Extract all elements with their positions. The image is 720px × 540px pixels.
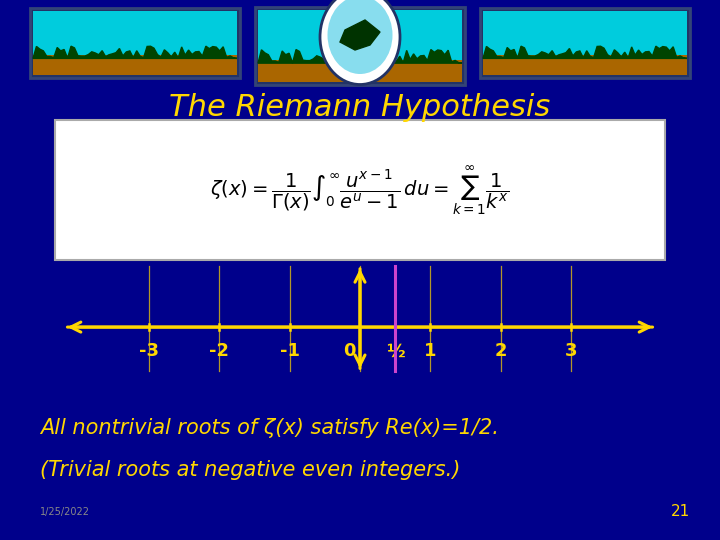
Ellipse shape xyxy=(328,0,392,74)
Text: 2: 2 xyxy=(495,342,507,360)
Text: ½: ½ xyxy=(386,342,405,360)
Bar xyxy=(33,11,237,58)
Polygon shape xyxy=(340,20,380,50)
Bar xyxy=(33,56,237,75)
Text: All nontrivial roots of ζ(x) satisfy Re(x)=1/2.: All nontrivial roots of ζ(x) satisfy Re(… xyxy=(40,418,499,438)
Text: The Riemann Hypothesis: The Riemann Hypothesis xyxy=(169,92,551,122)
Text: (Trivial roots at negative even integers.): (Trivial roots at negative even integers… xyxy=(40,460,460,480)
Text: $\zeta(x) = \dfrac{1}{\Gamma(x)}\int_{0}^{\infty}\dfrac{u^{x-1}}{e^{u}-1}\,du = : $\zeta(x) = \dfrac{1}{\Gamma(x)}\int_{0}… xyxy=(210,163,510,217)
Bar xyxy=(258,10,462,63)
Bar xyxy=(258,60,462,82)
Bar xyxy=(55,120,665,260)
Text: 1: 1 xyxy=(424,342,436,360)
FancyBboxPatch shape xyxy=(480,8,690,78)
Text: -1: -1 xyxy=(279,342,300,360)
Text: 21: 21 xyxy=(671,504,690,519)
Ellipse shape xyxy=(320,0,400,84)
Bar xyxy=(483,56,687,75)
Polygon shape xyxy=(258,50,462,63)
Polygon shape xyxy=(483,46,687,58)
Text: 0: 0 xyxy=(343,342,356,360)
Bar xyxy=(483,11,687,58)
Text: 3: 3 xyxy=(564,342,577,360)
FancyBboxPatch shape xyxy=(30,8,240,78)
Text: -2: -2 xyxy=(210,342,230,360)
Text: -3: -3 xyxy=(139,342,159,360)
FancyBboxPatch shape xyxy=(255,7,465,85)
Polygon shape xyxy=(33,46,237,58)
Text: 1/25/2022: 1/25/2022 xyxy=(40,507,90,517)
